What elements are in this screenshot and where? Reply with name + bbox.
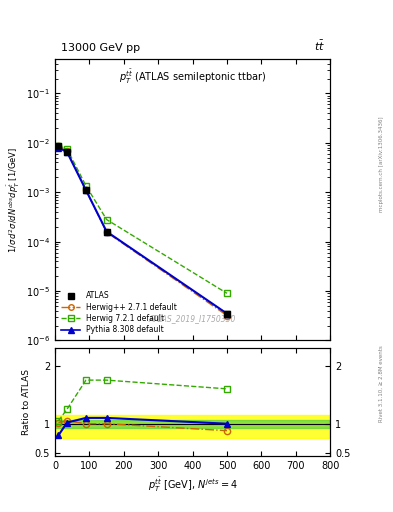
Y-axis label: Ratio to ATLAS: Ratio to ATLAS — [22, 369, 31, 435]
Text: Rivet 3.1.10, ≥ 2.8M events: Rivet 3.1.10, ≥ 2.8M events — [379, 346, 384, 422]
Text: 13000 GeV pp: 13000 GeV pp — [61, 43, 140, 53]
Text: mcplots.cern.ch [arXiv:1306.3436]: mcplots.cern.ch [arXiv:1306.3436] — [379, 116, 384, 211]
Text: $p_T^{t\bar{t}}$ (ATLAS semileptonic ttbar): $p_T^{t\bar{t}}$ (ATLAS semileptonic ttb… — [119, 67, 266, 86]
Y-axis label: $1/\sigma\,d^2\sigma/dN^{obs}dp^{\bar{t}}_T$ [1/GeV]: $1/\sigma\,d^2\sigma/dN^{obs}dp^{\bar{t}… — [6, 146, 22, 253]
Text: ATLAS_2019_I1750330: ATLAS_2019_I1750330 — [149, 314, 236, 324]
Legend: ATLAS, Herwig++ 2.7.1 default, Herwig 7.2.1 default, Pythia 8.308 default: ATLAS, Herwig++ 2.7.1 default, Herwig 7.… — [59, 289, 180, 337]
Text: $t\bar{t}$: $t\bar{t}$ — [314, 39, 325, 53]
X-axis label: $p^{t\bar{t}}_T$ [GeV], $N^{jets} = 4$: $p^{t\bar{t}}_T$ [GeV], $N^{jets} = 4$ — [148, 476, 237, 494]
